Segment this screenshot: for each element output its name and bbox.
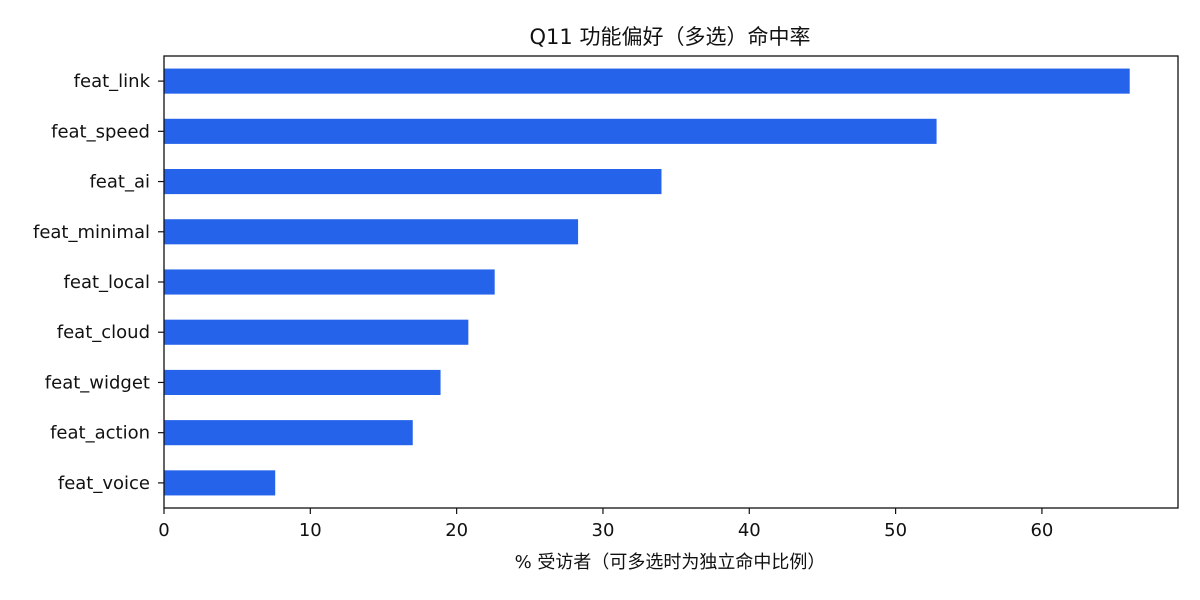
x-tick-label: 20 [445,520,468,541]
y-tick-label: feat_voice [58,473,150,494]
bar-feat-link [164,68,1130,94]
y-tick-label: feat_cloud [57,322,150,343]
x-tick-label: 0 [158,520,169,541]
x-tick-label: 10 [299,520,322,541]
x-tick-label: 40 [738,520,761,541]
x-axis-ticks: 0 10 20 30 40 50 60 [158,508,1053,541]
y-tick-label: feat_action [50,423,150,444]
chart-title: Q11 功能偏好（多选）命中率 [530,25,811,49]
x-tick-label: 50 [884,520,907,541]
bar-feat-ai [164,169,662,195]
y-tick-label: feat_widget [45,372,150,393]
bar-feat-speed [164,118,937,144]
y-tick-label: feat_minimal [33,222,150,243]
y-tick-label: feat_local [64,272,150,293]
bar-feat-voice [164,470,276,496]
x-tick-label: 30 [592,520,615,541]
x-tick-label: 60 [1030,520,1053,541]
bar-feat-cloud [164,319,469,345]
bar-feat-local [164,269,495,295]
x-axis-title: % 受访者（可多选时为独立命中比例） [515,552,826,573]
y-axis-ticks: feat_link feat_speed feat_ai feat_minimalfe… [33,71,164,494]
bar-feat-minimal [164,219,579,245]
y-tick-label: feat_ai [89,172,150,193]
plot-frame [163,55,1179,509]
bar-feat-widget [164,369,441,395]
y-tick-label: feat_link [74,71,151,92]
y-tick-label: feat_speed [51,121,150,142]
bars-layer [164,68,1130,496]
bar-feat-action [164,420,413,446]
